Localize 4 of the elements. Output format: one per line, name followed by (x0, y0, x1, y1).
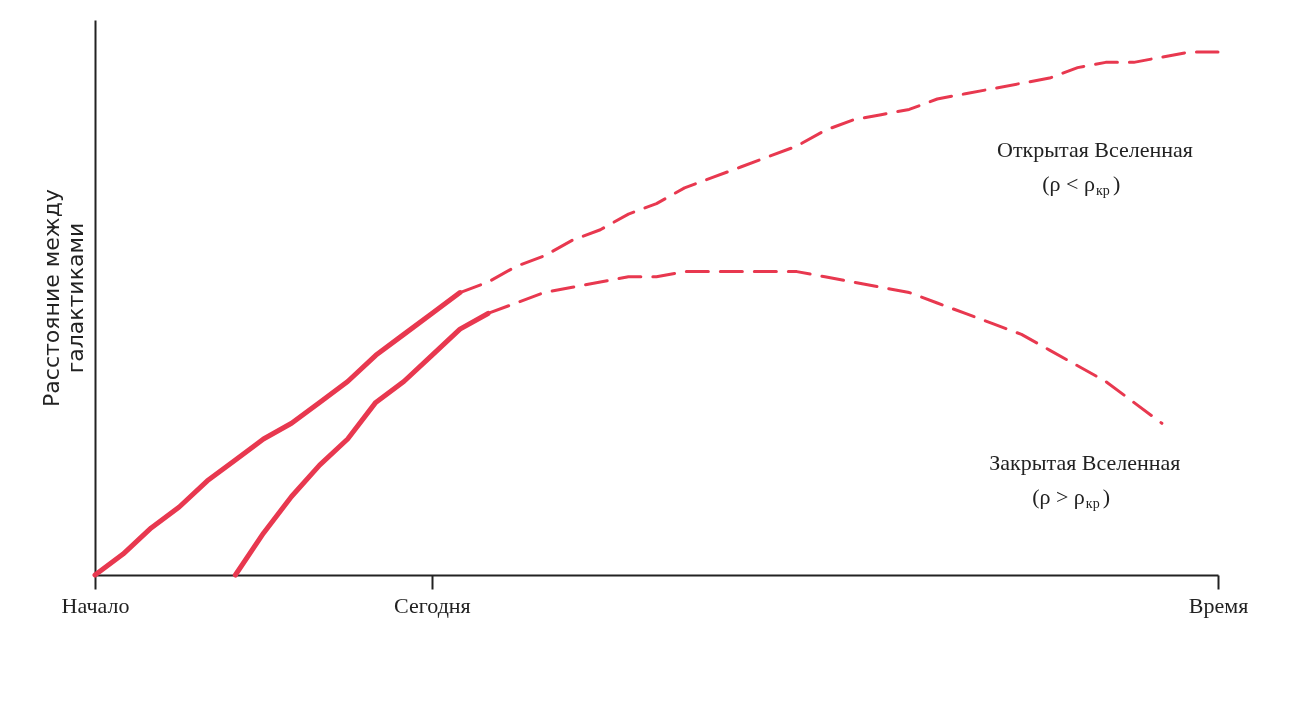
x-tick-label: Время (1188, 592, 1249, 618)
y-axis-title: Расстояние между галактиками (38, 189, 88, 407)
x-tick-label: Начало (61, 592, 130, 618)
x-tick-label: Сегодня (394, 592, 471, 618)
